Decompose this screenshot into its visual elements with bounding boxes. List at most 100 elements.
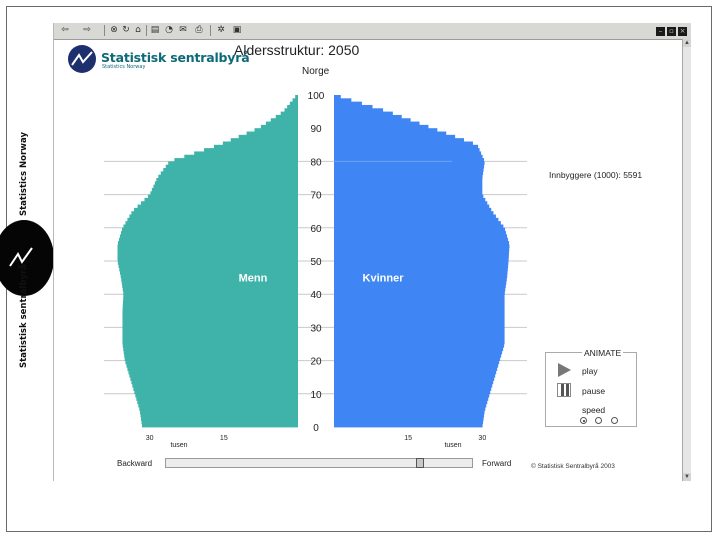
- play-label[interactable]: play: [582, 366, 598, 376]
- bar-menn-age: [123, 290, 298, 295]
- refresh-icon[interactable]: ↻: [122, 25, 130, 35]
- bar-menn-age: [153, 184, 298, 189]
- bar-menn-age: [120, 231, 298, 235]
- speed-radio-medium[interactable]: [595, 417, 602, 424]
- bar-kvinner-age: [334, 347, 504, 352]
- bar-menn-age: [123, 350, 298, 355]
- stop-icon[interactable]: ⊗: [110, 25, 118, 35]
- bar-kvinner-age: [334, 164, 485, 169]
- bar-menn-age: [165, 164, 298, 169]
- speed-radio-fast[interactable]: [611, 417, 618, 424]
- bar-kvinner-age: [334, 144, 479, 149]
- play-icon[interactable]: [558, 363, 571, 377]
- scroll-down-icon[interactable]: ▼: [683, 473, 691, 481]
- favorites-icon[interactable]: ▤: [150, 25, 160, 35]
- bar-kvinner-age: [334, 161, 485, 166]
- window-icon[interactable]: ▣: [232, 25, 242, 35]
- bar-menn-age: [122, 287, 298, 292]
- bar-menn-age: [158, 174, 298, 179]
- bar-kvinner-age: [334, 128, 438, 132]
- back-arrow-icon[interactable]: ⇦: [61, 25, 69, 35]
- bar-kvinner-age: [334, 257, 509, 262]
- bar-menn-age: [141, 201, 298, 205]
- bar-kvinner-age: [334, 158, 485, 162]
- bar-menn-age: [137, 400, 298, 405]
- bar-menn-age: [119, 237, 298, 242]
- x-unit-label-left: tusen: [170, 442, 187, 449]
- bar-menn-age: [168, 161, 298, 166]
- bar-menn-age: [160, 171, 298, 176]
- bar-menn-age: [156, 178, 298, 182]
- history-icon[interactable]: ◔: [165, 25, 173, 35]
- x-unit-label-right: tusen: [444, 442, 461, 449]
- year-slider-thumb[interactable]: [416, 458, 424, 468]
- minimize-icon[interactable]: –: [656, 27, 665, 36]
- population-readout: Innbyggere (1000): 5591: [549, 170, 643, 180]
- bar-kvinner-age: [334, 350, 503, 355]
- bar-kvinner-age: [334, 118, 411, 122]
- vertical-scrollbar[interactable]: ▲ ▼: [682, 39, 691, 481]
- speed-radio-slow[interactable]: [580, 417, 587, 424]
- bar-menn-age: [123, 224, 298, 229]
- x-axis-ticks: 30 15 15 30 tusen tusen: [146, 435, 487, 449]
- window-controls: – ▫ ×: [654, 25, 687, 36]
- bar-kvinner-age: [334, 367, 498, 371]
- bar-kvinner-age: [334, 270, 508, 275]
- bar-menn-age: [254, 128, 298, 132]
- backward-button[interactable]: Backward: [117, 459, 153, 468]
- bar-menn-age: [140, 410, 298, 415]
- bar-menn-age: [122, 304, 298, 308]
- toolbar-separator: [210, 25, 211, 36]
- settings-icon[interactable]: ✲: [217, 25, 225, 35]
- bar-menn-age: [230, 138, 298, 142]
- bar-kvinner-age: [334, 380, 494, 385]
- bar-menn-age: [117, 257, 299, 262]
- forward-arrow-icon[interactable]: ⇨: [83, 25, 91, 35]
- bar-menn-age: [139, 407, 298, 411]
- mail-icon[interactable]: ✉: [179, 25, 187, 35]
- home-icon[interactable]: ⌂: [135, 25, 141, 35]
- pause-label[interactable]: pause: [582, 386, 606, 396]
- y-tick-label: 30: [310, 323, 322, 334]
- bar-menn-age: [194, 151, 298, 156]
- bar-menn-age: [147, 194, 298, 199]
- bar-kvinner-age: [334, 334, 505, 338]
- bar-kvinner-age: [334, 121, 420, 126]
- bar-kvinner-age: [334, 254, 509, 259]
- bar-kvinner-age: [334, 267, 508, 272]
- maximize-icon[interactable]: ▫: [667, 27, 676, 36]
- bar-kvinner-age: [334, 290, 505, 295]
- bar-menn-age: [131, 380, 298, 385]
- bar-kvinner-age: [334, 423, 483, 428]
- y-tick-label: 40: [310, 290, 322, 301]
- bar-menn-age: [117, 247, 299, 252]
- bar-kvinner-age: [334, 337, 505, 342]
- bar-kvinner-age: [334, 363, 499, 368]
- bar-menn-age: [117, 254, 299, 259]
- bar-menn-age: [122, 310, 298, 315]
- print-icon[interactable]: ⎙: [195, 25, 203, 35]
- bar-kvinner-age: [334, 241, 510, 245]
- bar-kvinner-age: [334, 393, 490, 398]
- bar-menn-age: [138, 403, 298, 408]
- bar-menn-age: [122, 330, 298, 335]
- year-slider[interactable]: [165, 458, 473, 468]
- bar-kvinner-age: [334, 221, 501, 225]
- close-icon[interactable]: ×: [678, 27, 687, 36]
- forward-button[interactable]: Forward: [482, 459, 512, 468]
- bar-kvinner-age: [334, 187, 483, 192]
- bar-menn-age: [128, 370, 298, 375]
- scroll-up-icon[interactable]: ▲: [683, 39, 691, 47]
- bar-menn-age: [134, 207, 298, 212]
- bar-menn-age: [117, 261, 298, 265]
- bar-menn-age: [119, 267, 298, 272]
- pause-icon[interactable]: [557, 383, 571, 397]
- bar-kvinner-age: [334, 317, 505, 322]
- bar-menn-age: [213, 144, 298, 149]
- bar-menn-age: [126, 363, 298, 368]
- bar-menn-age: [122, 327, 298, 332]
- bar-menn-age: [122, 324, 298, 328]
- speed-label: speed: [582, 405, 606, 415]
- bar-kvinner-age: [334, 191, 483, 195]
- bar-menn-age: [120, 274, 298, 278]
